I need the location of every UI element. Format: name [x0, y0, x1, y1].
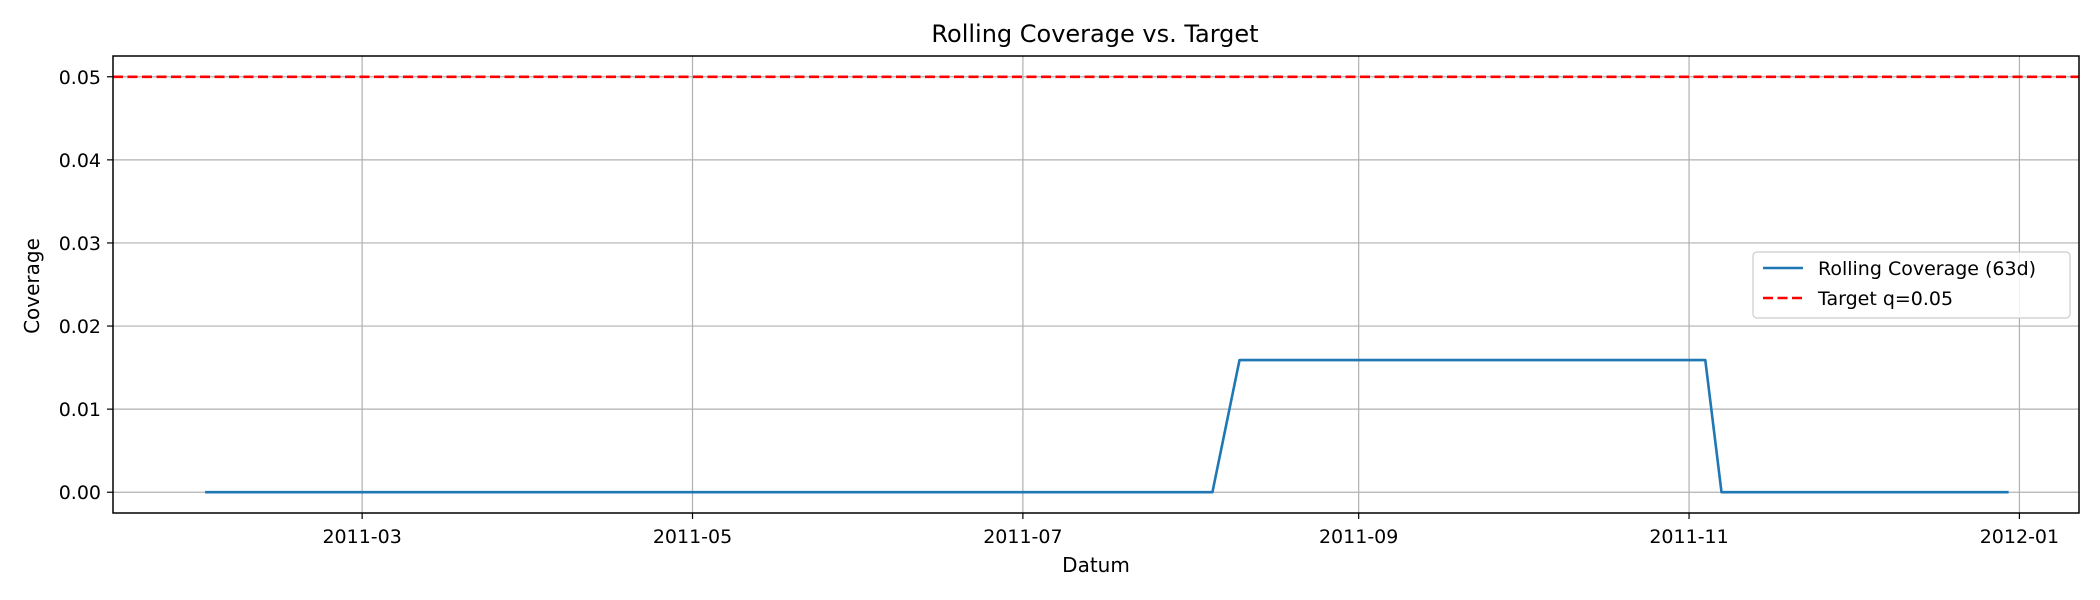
tick-layer: 2011-03 2011-05 2011-07 2011-09 2011-11 2012-… — [59, 67, 2059, 548]
y-tick-label: 0.05 — [59, 67, 101, 89]
x-tick-label: 2011-07 — [983, 526, 1062, 548]
y-tick-label: 0.04 — [59, 150, 101, 172]
y-tick-label: 0.00 — [59, 482, 101, 504]
series-layer — [113, 75, 2079, 494]
y-tick-label: 0.02 — [59, 316, 101, 338]
legend-box — [1752, 251, 2071, 319]
x-tick-label: 2011-03 — [322, 526, 401, 548]
chart-title: Rolling Coverage vs. Target — [931, 20, 1258, 48]
legend-label-target: Target q=0.05 — [1817, 288, 1953, 310]
legend-label-rolling-coverage: Rolling Coverage (63d) — [1818, 258, 2036, 280]
plot-frame — [112, 55, 2080, 514]
legend: Rolling Coverage (63d) Target q=0.05 — [1752, 251, 2071, 319]
x-tick-label: 2012-01 — [1980, 526, 2059, 548]
y-tick-label: 0.03 — [59, 233, 101, 255]
x-tick-label: 2011-11 — [1649, 526, 1728, 548]
x-axis-label: Datum — [1062, 553, 1130, 577]
y-tick-label: 0.01 — [59, 399, 101, 421]
x-tick-label: 2011-05 — [653, 526, 732, 548]
coverage-series-line — [205, 358, 2009, 494]
x-tick-label: 2011-09 — [1319, 526, 1398, 548]
y-axis-label: Coverage — [20, 238, 44, 334]
